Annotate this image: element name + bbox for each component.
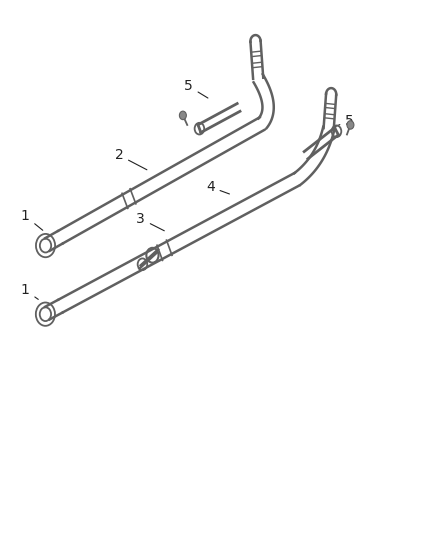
Circle shape [347, 120, 354, 129]
Text: 5: 5 [332, 114, 354, 128]
Text: 2: 2 [114, 148, 147, 170]
Text: 4: 4 [206, 180, 230, 194]
Circle shape [180, 111, 186, 119]
Text: 1: 1 [21, 209, 43, 230]
Text: 1: 1 [21, 284, 38, 300]
Text: 5: 5 [184, 79, 208, 98]
Text: 3: 3 [136, 212, 164, 231]
